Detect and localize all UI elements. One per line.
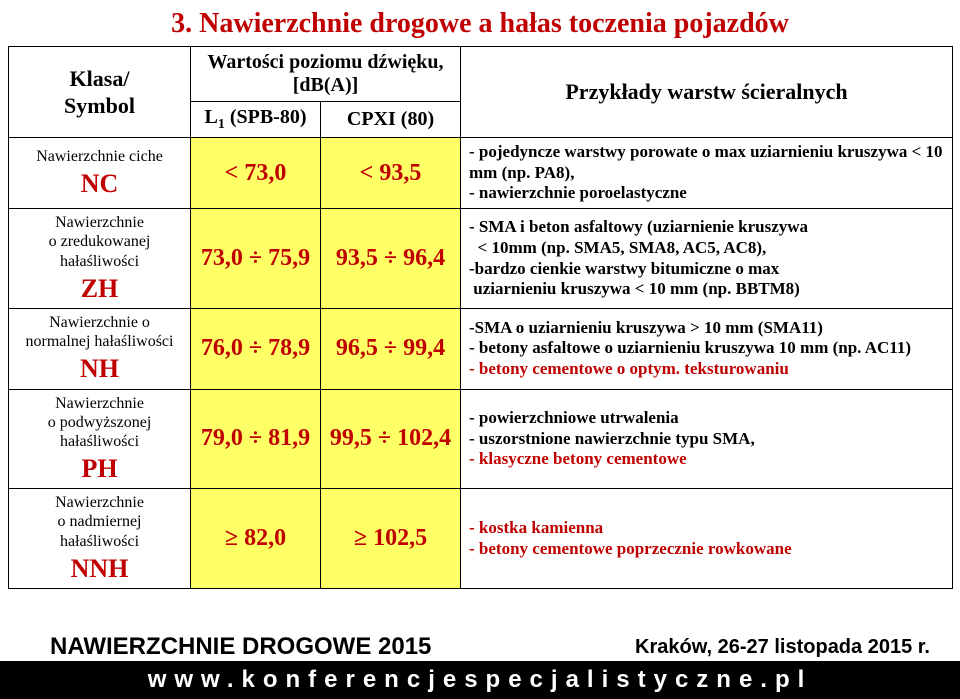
hdr-cpxi: CPXI (80): [321, 102, 461, 138]
hdr-przyklady: Przykłady warstw ścieralnych: [461, 47, 953, 138]
table-row: Nawierzchnie o nadmiernej hałaśliwości N…: [9, 489, 953, 589]
val-cpxi: 96,5 ÷ 99,4: [321, 308, 461, 389]
row-desc: - pojedyncze warstwy porowate o max uzia…: [461, 138, 953, 209]
row-label-text: Nawierzchnie o: [49, 314, 150, 331]
row-label-text: o podwyższonej: [48, 414, 152, 431]
footer-conference: NAWIERZCHNIE DROGOWE 2015 Kraków, 26-27 …: [0, 633, 960, 661]
row-label-text: o nadmiernej: [58, 513, 142, 530]
row-desc: - SMA i beton asfaltowy (uziarnienie kru…: [461, 209, 953, 309]
hdr-klasa-l2: Symbol: [64, 93, 135, 118]
conf-name: NAWIERZCHNIE DROGOWE 2015: [0, 633, 431, 661]
row-symbol: PH: [11, 453, 188, 484]
row-desc: - powierzchniowe utrwalenia- uszorstnion…: [461, 389, 953, 489]
row-label-zh: Nawierzchnie o zredukowanej hałaśliwości…: [9, 209, 191, 309]
row-label-nh: Nawierzchnie o normalnej hałaśliwości NH: [9, 308, 191, 389]
hdr-klasa: Klasa/ Symbol: [9, 47, 191, 138]
val-l1: 73,0 ÷ 75,9: [191, 209, 321, 309]
row-symbol: ZH: [11, 273, 188, 304]
row-label-text: hałaśliwości: [60, 433, 139, 450]
row-label-text: Nawierzchnie: [55, 214, 144, 231]
slide-title: 3. Nawierzchnie drogowe a hałas toczenia…: [0, 0, 960, 46]
conf-place: Kraków, 26-27 listopada 2015 r.: [635, 636, 960, 659]
footer-url: www.konferencjespecjalistyczne.pl: [0, 661, 960, 699]
val-cpxi: 99,5 ÷ 102,4: [321, 389, 461, 489]
row-label-text: Nawierzchnie: [55, 395, 144, 412]
row-symbol: NC: [11, 168, 188, 199]
hdr-l1: L1 (SPB-80): [191, 102, 321, 138]
table-row: Nawierzchnie o zredukowanej hałaśliwości…: [9, 209, 953, 309]
hdr-wartosci: Wartości poziomu dźwięku, [dB(A)]: [191, 47, 461, 102]
row-label-text: hałaśliwości: [60, 253, 139, 270]
val-l1: 76,0 ÷ 78,9: [191, 308, 321, 389]
row-symbol: NH: [11, 353, 188, 384]
val-cpxi: 93,5 ÷ 96,4: [321, 209, 461, 309]
row-desc: -SMA o uziarnieniu kruszywa > 10 mm (SMA…: [461, 308, 953, 389]
val-l1: ≥ 82,0: [191, 489, 321, 589]
row-label-ph: Nawierzchnie o podwyższonej hałaśliwości…: [9, 389, 191, 489]
row-desc: - kostka kamienna- betony cementowe popr…: [461, 489, 953, 589]
val-l1: 79,0 ÷ 81,9: [191, 389, 321, 489]
row-label-text: hałaśliwości: [60, 533, 139, 550]
row-label-text: Nawierzchnie: [55, 494, 144, 511]
row-label-text: Nawierzchnie ciche: [36, 148, 163, 165]
table-row: Nawierzchnie o normalnej hałaśliwości NH…: [9, 308, 953, 389]
table-row: Nawierzchnie ciche NC < 73,0 < 93,5 - po…: [9, 138, 953, 209]
table-row: Nawierzchnie o podwyższonej hałaśliwości…: [9, 389, 953, 489]
main-table: Klasa/ Symbol Wartości poziomu dźwięku, …: [8, 46, 953, 589]
row-label-text: o zredukowanej: [49, 233, 151, 250]
hdr-klasa-l1: Klasa/: [70, 66, 130, 91]
val-l1: < 73,0: [191, 138, 321, 209]
row-label-text: normalnej hałaśliwości: [26, 333, 174, 350]
row-label-nc: Nawierzchnie ciche NC: [9, 138, 191, 209]
val-cpxi: ≥ 102,5: [321, 489, 461, 589]
row-label-nnh: Nawierzchnie o nadmiernej hałaśliwości N…: [9, 489, 191, 589]
row-symbol: NNH: [11, 553, 188, 584]
val-cpxi: < 93,5: [321, 138, 461, 209]
